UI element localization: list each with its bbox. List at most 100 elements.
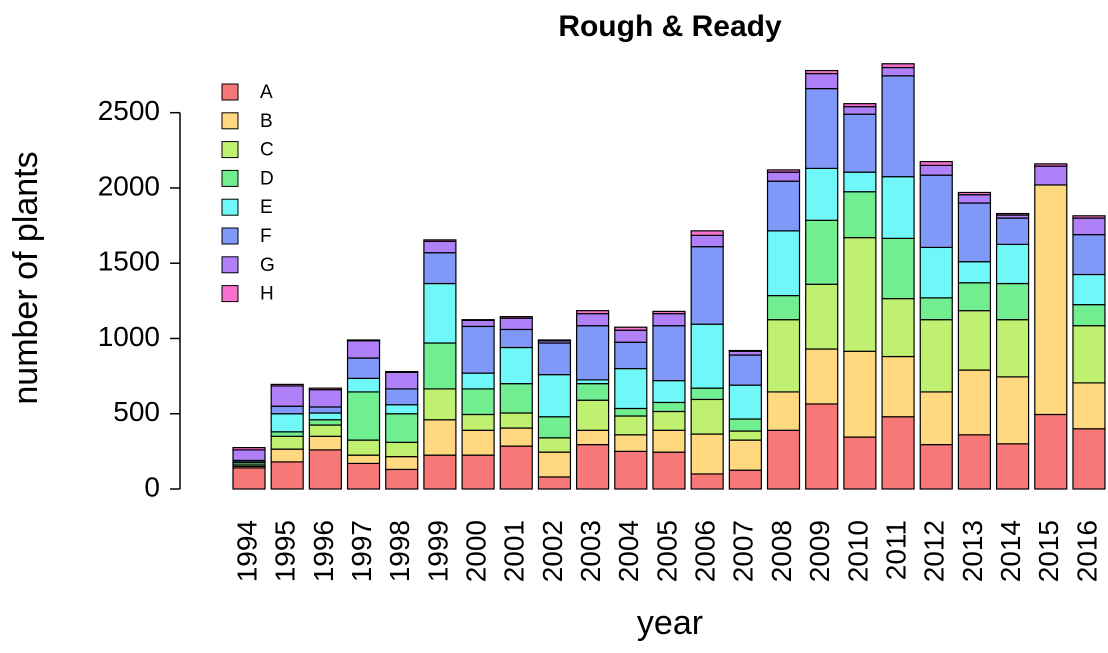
bar-segment <box>537 416 572 439</box>
y-tick-label: 2500 <box>98 95 160 126</box>
x-tick-label: 2009 <box>804 520 835 582</box>
y-tick-label: 2000 <box>98 170 160 201</box>
x-tick-label: 1996 <box>308 520 339 582</box>
bar-segment <box>232 449 266 462</box>
bar-segment <box>1072 382 1106 430</box>
bar-segment <box>766 171 801 182</box>
bar-segment <box>957 434 992 490</box>
bar-segment <box>346 340 381 359</box>
bar-segment <box>728 349 762 352</box>
bar-segment <box>461 325 495 374</box>
legend-label: G <box>260 255 275 276</box>
bar-segment <box>385 413 419 443</box>
bar-segment <box>385 371 419 390</box>
bar-segment <box>1034 413 1068 490</box>
x-tick-label: 2002 <box>537 520 568 582</box>
bar-segment <box>690 433 724 475</box>
bar-segment <box>385 468 419 490</box>
bar-segment <box>1072 217 1106 236</box>
legend-label: E <box>260 197 273 218</box>
bar-segment <box>766 319 801 393</box>
bar-segment <box>576 310 610 315</box>
bar-segment <box>652 380 686 404</box>
x-tick-label: 2008 <box>766 520 797 582</box>
bar-segment <box>576 383 610 401</box>
bar-segment <box>270 413 304 433</box>
bar-segment <box>652 429 686 453</box>
legend-label: D <box>260 168 274 189</box>
bar-segment <box>805 69 839 75</box>
bar-segment <box>766 429 801 490</box>
bar-segment <box>1072 234 1106 276</box>
bar-segment <box>614 434 648 452</box>
bar-segment <box>461 388 495 416</box>
bar-segment <box>690 323 724 389</box>
bar-segment <box>919 174 953 249</box>
bar-segment <box>805 403 839 490</box>
bar-segment <box>308 449 342 490</box>
x-tick-label: 1997 <box>346 520 377 582</box>
bar-segment <box>614 367 648 410</box>
bar-segment <box>461 372 495 390</box>
bar-segment <box>423 388 457 421</box>
x-tick-label: 2000 <box>460 520 491 582</box>
bar-segment <box>881 297 915 358</box>
bar-segment <box>614 415 648 436</box>
bar-segment <box>270 385 304 407</box>
y-tick-label: 0 <box>144 471 160 502</box>
bar-segment <box>499 346 533 385</box>
y-tick-label: 1000 <box>98 321 160 352</box>
legend-label: H <box>260 284 274 305</box>
bar-segment <box>652 401 686 413</box>
bar-segment <box>423 342 457 390</box>
bar-segment <box>995 376 1030 445</box>
bar-segment <box>385 441 419 458</box>
bar-segment <box>652 313 686 327</box>
legend-swatch <box>221 227 239 245</box>
bar-segment <box>957 282 992 312</box>
bar-segment <box>614 450 648 490</box>
x-tick-label: 1999 <box>422 520 453 582</box>
bar-segment <box>385 404 419 415</box>
bar-segment <box>614 326 648 331</box>
legend-swatch <box>221 141 239 159</box>
bar-segment <box>690 246 724 325</box>
bar-segment <box>881 416 915 490</box>
x-tick-label: 2012 <box>919 520 950 582</box>
legend-swatch <box>221 256 239 274</box>
x-tick-label: 2004 <box>613 520 644 582</box>
bar-segment <box>461 319 495 322</box>
bar-segment <box>423 419 457 456</box>
bar-segment <box>766 294 801 321</box>
x-tick-label: 2003 <box>575 520 606 582</box>
x-tick-label: 2006 <box>690 520 721 582</box>
bar-segment <box>537 437 572 453</box>
bar-segment <box>423 282 457 344</box>
bar-segment <box>843 103 877 108</box>
bar-segment <box>1072 273 1106 306</box>
legend-swatch <box>221 198 239 216</box>
bar-segment <box>805 72 839 90</box>
bar-segment <box>614 341 648 370</box>
bar-segment <box>614 407 648 417</box>
bar-segment <box>881 176 915 239</box>
bar-segment <box>499 427 533 447</box>
y-axis-label: number of plants <box>7 151 45 404</box>
bar-segment <box>995 319 1030 378</box>
x-tick-label: 2010 <box>842 520 873 582</box>
bar-segment <box>881 237 915 300</box>
bar-segment <box>957 191 992 196</box>
bar-segment <box>843 237 877 352</box>
bar-segment <box>805 88 839 169</box>
x-tick-label: 2011 <box>880 520 911 580</box>
bar-segment <box>270 431 304 437</box>
bar-segment <box>995 243 1030 285</box>
bar-segment <box>537 451 572 478</box>
bar-segment <box>576 313 610 327</box>
x-tick-label: 2015 <box>1033 520 1064 582</box>
bar-segment <box>957 194 992 204</box>
bar-segment <box>805 219 839 285</box>
x-tick-label: 2001 <box>499 520 530 582</box>
bar-segment <box>728 384 762 420</box>
